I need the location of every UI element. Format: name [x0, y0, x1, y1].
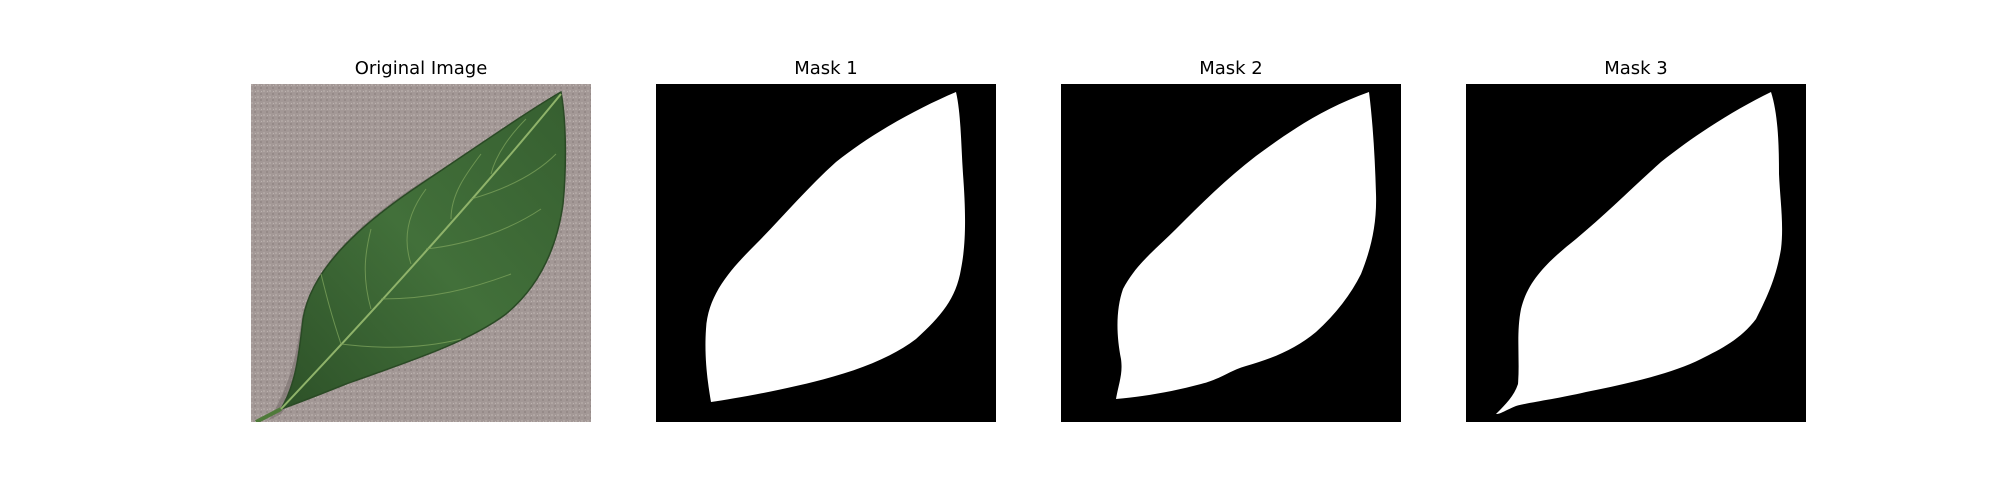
panel-title: Mask 2 — [1199, 58, 1263, 79]
panel-title: Mask 3 — [1604, 58, 1668, 79]
panel-title: Original Image — [354, 58, 488, 79]
leaf-photo — [251, 84, 591, 422]
leaf-veins — [320, 118, 557, 348]
mask-region — [1496, 92, 1783, 414]
leaf-midrib — [280, 93, 562, 410]
mask-region — [705, 92, 966, 402]
mask-region — [1116, 92, 1377, 399]
mask-3-image — [1466, 84, 1806, 422]
mask-1-image — [656, 84, 996, 422]
mask-2-image — [1061, 84, 1401, 422]
leaf-stem — [255, 407, 282, 422]
leaf-shape — [279, 90, 567, 411]
panel-title: Mask 1 — [794, 58, 858, 79]
